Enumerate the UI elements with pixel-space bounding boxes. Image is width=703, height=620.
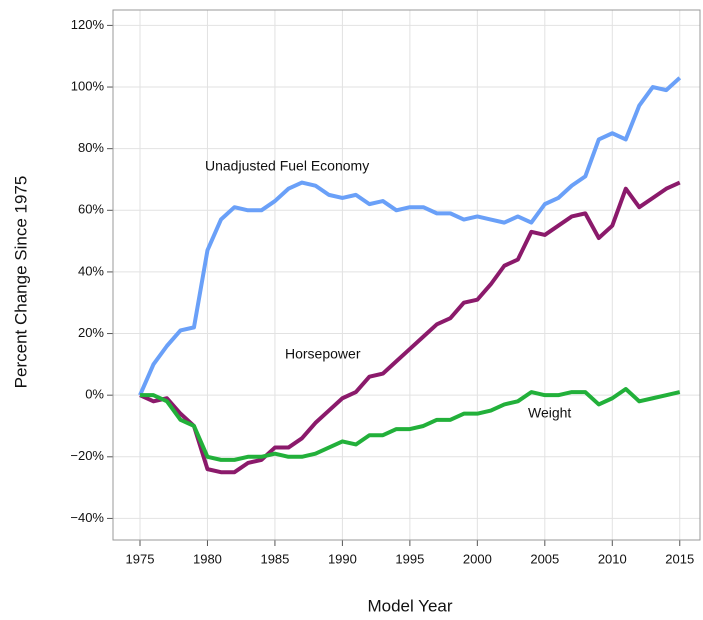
series-line: [139, 387, 681, 462]
series-line: [138, 76, 682, 396]
x-tick-label: 2005: [530, 551, 559, 566]
y-tick-label: 20%: [78, 325, 104, 340]
plot-frame: [112, 9, 701, 541]
y-tick-label: 60%: [78, 202, 104, 217]
x-tick-label: 1990: [328, 551, 357, 566]
y-tick-label: 80%: [78, 140, 104, 155]
x-axis-title: Model Year: [367, 596, 452, 615]
x-tick-label: 2000: [463, 551, 492, 566]
y-tick-label: 120%: [71, 17, 105, 32]
series-label: Unadjusted Fuel Economy: [205, 158, 369, 174]
x-tick-label: 1985: [260, 551, 289, 566]
y-tick-label: −40%: [70, 510, 104, 525]
y-tick-label: −20%: [70, 448, 104, 463]
x-tick-label: 1995: [395, 551, 424, 566]
y-tick-label: 40%: [78, 263, 104, 278]
x-tick-label: 2010: [598, 551, 627, 566]
series-line: [139, 180, 681, 475]
series-label: Horsepower: [285, 346, 361, 362]
series-label: Weight: [528, 405, 571, 421]
x-tick-label: 1980: [193, 551, 222, 566]
y-axis-title: Percent Change Since 1975: [11, 176, 30, 389]
y-tick-label: 100%: [71, 78, 105, 93]
x-tick-label: 2015: [665, 551, 694, 566]
y-tick-label: 0%: [85, 387, 104, 402]
x-tick-label: 1975: [126, 551, 155, 566]
